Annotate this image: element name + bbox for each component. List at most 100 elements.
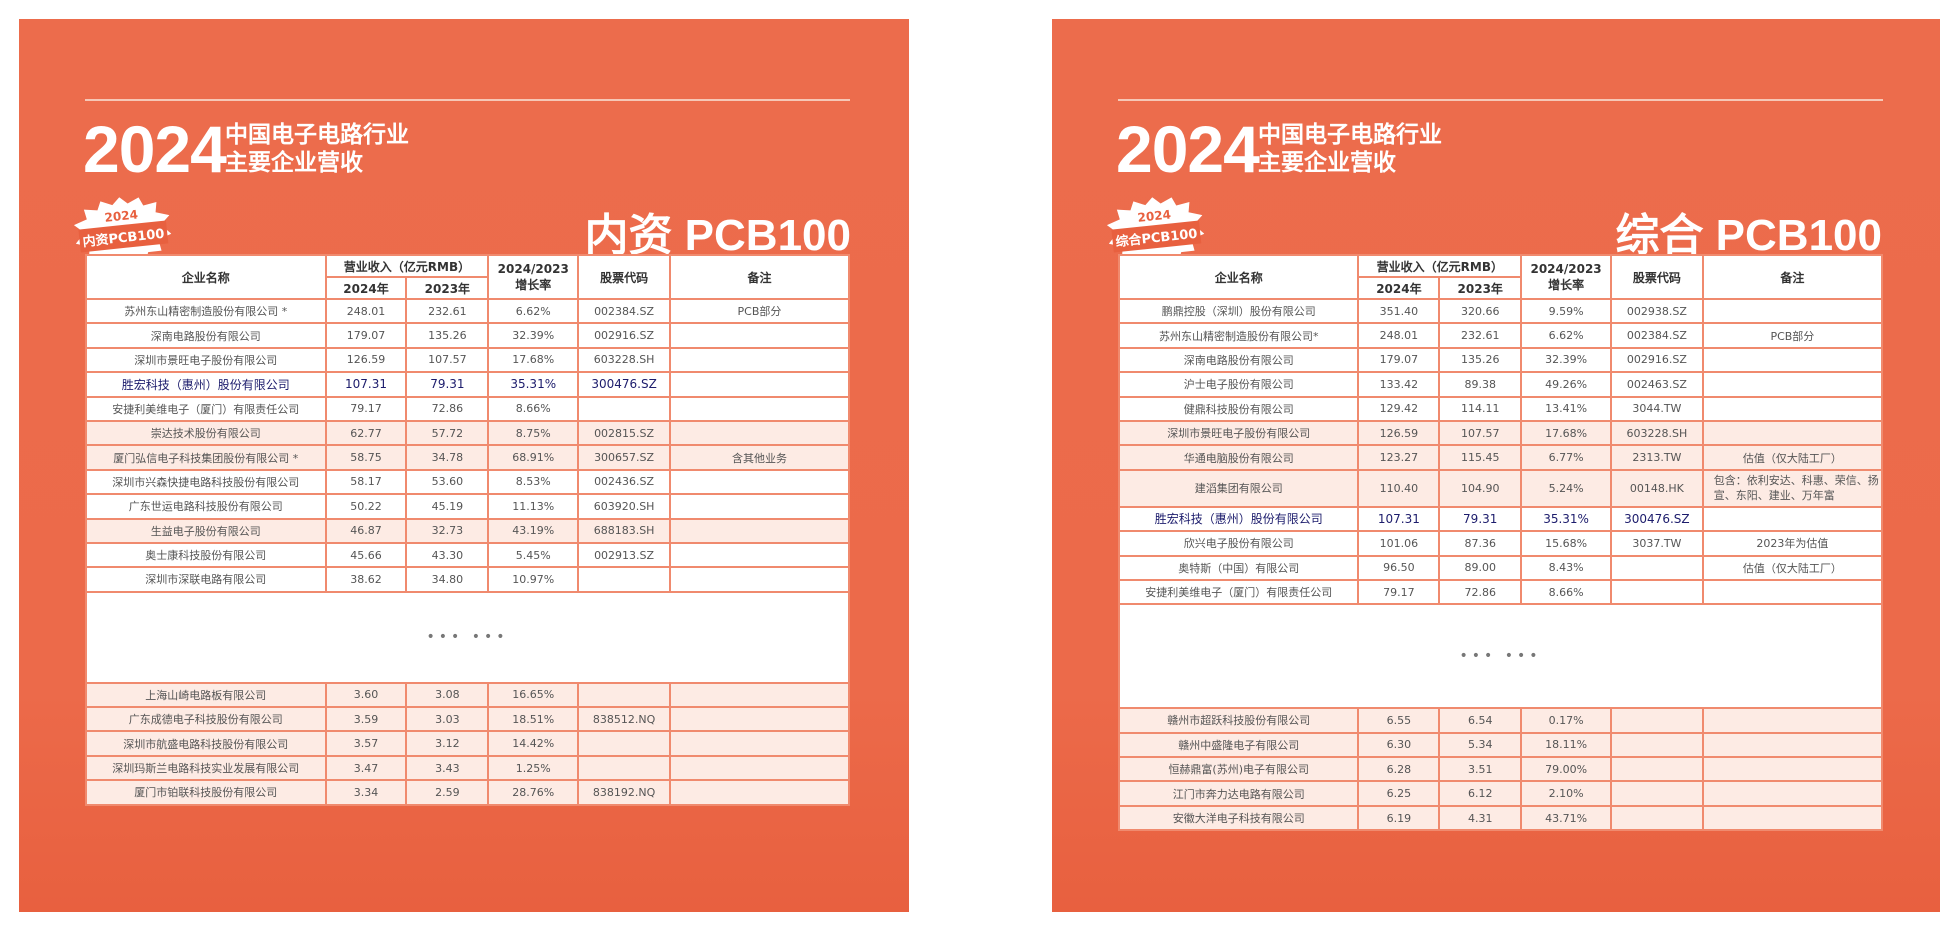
col-company-name: 企业名称 (85, 254, 327, 300)
revenue-2023: 3.08 (405, 681, 490, 709)
company-name: 生益电子股份有限公司 (85, 517, 327, 544)
revenue-2024: 126.59 (1357, 419, 1441, 447)
revenue-2023: 79.31 (1438, 505, 1523, 533)
table-body: 苏州东山精密制造股份有限公司 * 248.01 232.61 6.62% 002384.… (85, 297, 851, 806)
company-name: 深圳市景旺电子股份有限公司 (85, 346, 327, 374)
revenue-2023: 107.57 (405, 346, 490, 374)
note (668, 371, 851, 398)
company-name: 深南电路股份有限公司 (1117, 346, 1360, 374)
growth-rate: 49.26% (1520, 371, 1612, 398)
note (1701, 395, 1884, 422)
revenue-2023: 2.59 (405, 779, 490, 806)
company-name: 胜宏科技（惠州）股份有限公司 (85, 371, 327, 398)
revenue-2023: 3.03 (405, 706, 490, 733)
revenue-2023: 6.54 (1438, 707, 1523, 734)
stock-code: 688183.SH (577, 517, 671, 544)
table-row: 深圳市兴森快捷电路科技股份有限公司 58.17 53.60 8.53% 002436.S… (85, 468, 851, 496)
company-name: 深圳市景旺电子股份有限公司 (1117, 419, 1360, 447)
table-row: 奥特斯（中国）有限公司 96.50 89.00 8.43% 估值（仅大陆工厂） (1117, 554, 1884, 581)
stock-code: 002384.SZ (577, 297, 671, 325)
revenue-2024: 179.07 (1357, 346, 1441, 374)
note (668, 517, 851, 544)
company-name: 安捷利美维电子（厦门）有限责任公司 (1117, 578, 1360, 606)
ellipsis: ••• ••• (85, 590, 850, 684)
company-name: 上海山崎电路板有限公司 (85, 681, 327, 709)
revenue-table: 企业名称 营业收入（亿元RMB） 2024/2023 增长率 股票代码 备注 20… (1117, 254, 1884, 832)
revenue-2024: 126.59 (324, 346, 408, 374)
growth-rate: 35.31% (1520, 505, 1612, 533)
table-row: 苏州东山精密制造股份有限公司 * 248.01 232.61 6.62% 002384.… (85, 297, 851, 325)
note (1701, 297, 1884, 325)
table-row: 深圳玛斯兰电路科技实业发展有限公司 3.47 3.43 1.25% (85, 754, 851, 782)
stock-code: 002916.SZ (577, 322, 671, 349)
revenue-2024: 3.34 (324, 779, 408, 806)
growth-rate: 18.51% (487, 706, 580, 733)
table-row: 胜宏科技（惠州）股份有限公司 107.31 79.31 35.31% 300476.SZ (85, 371, 851, 398)
panel-overall-pcb100: 2024 中国电子电路行业 主要企业营收 2024 综合PCB100 综合 PC… (1052, 19, 1940, 912)
stock-code: 2313.TW (1610, 444, 1704, 471)
company-name: 奥特斯（中国）有限公司 (1117, 554, 1360, 581)
note (1701, 731, 1884, 759)
revenue-2023: 232.61 (405, 297, 490, 325)
note (668, 493, 851, 520)
table-row: 崇达技术股份有限公司 62.77 57.72 8.75% 002815.SZ (85, 419, 851, 447)
revenue-2024: 107.31 (1357, 505, 1441, 533)
revenue-2024: 6.55 (1357, 707, 1441, 734)
company-name: 广东世运电路科技股份有限公司 (85, 493, 327, 520)
company-name: 苏州东山精密制造股份有限公司 * (85, 297, 327, 325)
note (668, 779, 851, 806)
col-note: 备注 (1701, 254, 1884, 300)
col-stock-code: 股票代码 (1610, 254, 1704, 300)
stock-code: 00148.HK (1610, 468, 1704, 508)
note (1701, 505, 1884, 533)
revenue-2024: 38.62 (324, 566, 408, 593)
table-row: 赣州中盛隆电子有限公司 6.30 5.34 18.11% (1117, 731, 1884, 759)
ellipsis: ••• ••• (1118, 603, 1883, 710)
revenue-2024: 3.57 (324, 730, 408, 757)
growth-rate: 11.13% (487, 493, 580, 520)
revenue-2023: 79.31 (405, 371, 490, 398)
revenue-2023: 89.38 (1438, 371, 1523, 398)
note (668, 419, 851, 447)
growth-rate: 14.42% (487, 730, 580, 757)
growth-rate: 8.75% (487, 419, 580, 447)
col-2023: 2023年 (1438, 276, 1523, 300)
subtitle-line-2: 主要企业营收 (225, 150, 363, 176)
stock-code: 3044.TW (1610, 395, 1704, 422)
growth-top: 2024/2023 (497, 261, 569, 276)
stock-code: 300476.SZ (1610, 505, 1704, 533)
revenue-2024: 6.28 (1357, 756, 1441, 783)
growth-rate: 43.71% (1520, 804, 1612, 832)
stock-code (1610, 731, 1704, 759)
stock-code: 002436.SZ (577, 468, 671, 496)
company-name: 赣州中盛隆电子有限公司 (1117, 731, 1360, 759)
company-name: 健鼎科技股份有限公司 (1117, 395, 1360, 422)
note: PCB部分 (668, 297, 851, 325)
revenue-2023: 3.43 (405, 754, 490, 782)
note (668, 468, 851, 496)
revenue-2023: 53.60 (405, 468, 490, 496)
note (668, 681, 851, 709)
revenue-2024: 45.66 (324, 541, 408, 569)
subtitle-line-1: 中国电子电路行业 (1258, 122, 1442, 148)
growth-rate: 28.76% (487, 779, 580, 806)
col-2024: 2024年 (1357, 276, 1441, 300)
growth-top: 2024/2023 (1530, 261, 1602, 276)
revenue-2023: 34.78 (405, 444, 490, 471)
note (668, 346, 851, 374)
revenue-2024: 248.01 (1357, 322, 1441, 349)
company-name: 广东成德电子科技股份有限公司 (85, 706, 327, 733)
revenue-2023: 45.19 (405, 493, 490, 520)
company-name: 江门市奔力达电路有限公司 (1117, 780, 1360, 807)
growth-rate: 17.68% (1520, 419, 1612, 447)
growth-rate: 8.66% (487, 395, 580, 422)
col-2023: 2023年 (405, 276, 490, 300)
ranking-title: 内资 PCB100 (584, 211, 851, 260)
table-body: 鹏鼎控股（深圳）股份有限公司 351.40 320.66 9.59% 002938.SZ… (1117, 297, 1884, 832)
revenue-2024: 110.40 (1357, 468, 1441, 508)
growth-bottom: 增长率 (515, 277, 552, 292)
revenue-2023: 3.51 (1438, 756, 1523, 783)
growth-rate: 0.17% (1520, 707, 1612, 734)
stock-code (577, 730, 671, 757)
divider (1118, 99, 1883, 101)
